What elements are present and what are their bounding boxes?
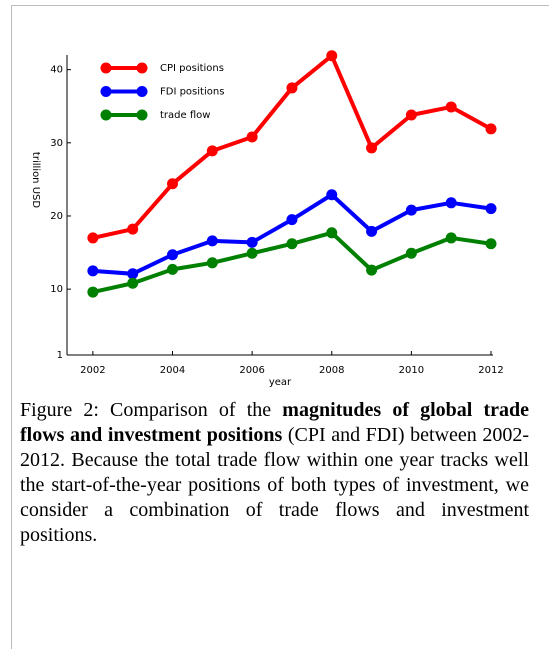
series-marker [366, 142, 378, 154]
caption-bold-text: magnitudes of global trade flows and inv… [20, 399, 529, 446]
series-marker [246, 131, 258, 143]
series-marker [206, 145, 218, 157]
series-marker [485, 203, 497, 215]
caption: Figure 2: Comparison of the magnitudes o… [20, 398, 529, 548]
legend-marker [136, 62, 148, 74]
series-marker [445, 101, 457, 113]
caption-text: Comparison of the [98, 399, 283, 421]
y-axis-label: trillion USD [30, 152, 41, 208]
series-marker [405, 204, 417, 216]
series-marker [246, 236, 258, 248]
caption-text: (CPI and FDI) between 2002-2012. Because… [20, 424, 529, 546]
legend-marker [100, 86, 112, 97]
x-tick-label: 2010 [399, 365, 424, 376]
x-tick-label: 2006 [239, 365, 264, 376]
y-tick-label: 10 [50, 284, 63, 295]
series-marker [87, 232, 99, 244]
series-marker [167, 178, 179, 190]
chart: 1 10 20 30 40 2002 2004 2006 2008 2010 2012 year tri… [30, 50, 504, 388]
series-marker [246, 247, 258, 259]
y-tick-label: 1 [57, 350, 63, 361]
series-marker [87, 265, 99, 277]
series-marker [286, 238, 298, 250]
x-tick-label: 2008 [319, 365, 344, 376]
series-marker [167, 263, 179, 275]
series-marker [127, 223, 139, 235]
series-marker [445, 232, 457, 244]
y-tick-label: 30 [50, 138, 63, 149]
series-marker [87, 286, 99, 298]
y-tick-label: 40 [50, 65, 63, 76]
legend-marker [100, 109, 112, 121]
series-marker [485, 238, 497, 250]
series-marker [167, 249, 179, 261]
x-tick-label: 2004 [160, 365, 185, 376]
legend-marker [136, 86, 148, 97]
series-marker [286, 82, 298, 94]
x-tick-label: 2002 [80, 365, 105, 376]
series-marker [127, 277, 139, 289]
series-marker [286, 214, 298, 226]
x-tick-label: 2012 [478, 365, 503, 376]
series-marker [366, 264, 378, 276]
series-marker [405, 247, 417, 259]
series-marker [326, 50, 338, 62]
legend-marker [136, 109, 148, 121]
page-frame [11, 5, 549, 649]
caption-label: Figure 2: [20, 399, 99, 421]
legend-label: CPI positions [160, 63, 224, 74]
series-marker [127, 268, 139, 280]
series-marker [326, 227, 338, 239]
series-marker [405, 109, 417, 121]
series-marker [206, 235, 218, 247]
series-marker [366, 225, 378, 237]
legend-label: FDI positions [160, 87, 224, 98]
legend-label: trade flow [160, 110, 210, 121]
series-marker [326, 189, 338, 201]
y-tick-label: 20 [50, 211, 63, 222]
legend-marker [100, 62, 112, 74]
series-marker [485, 123, 497, 135]
series-marker [445, 197, 457, 209]
x-axis-label: year [269, 377, 292, 388]
series-marker [206, 257, 218, 269]
